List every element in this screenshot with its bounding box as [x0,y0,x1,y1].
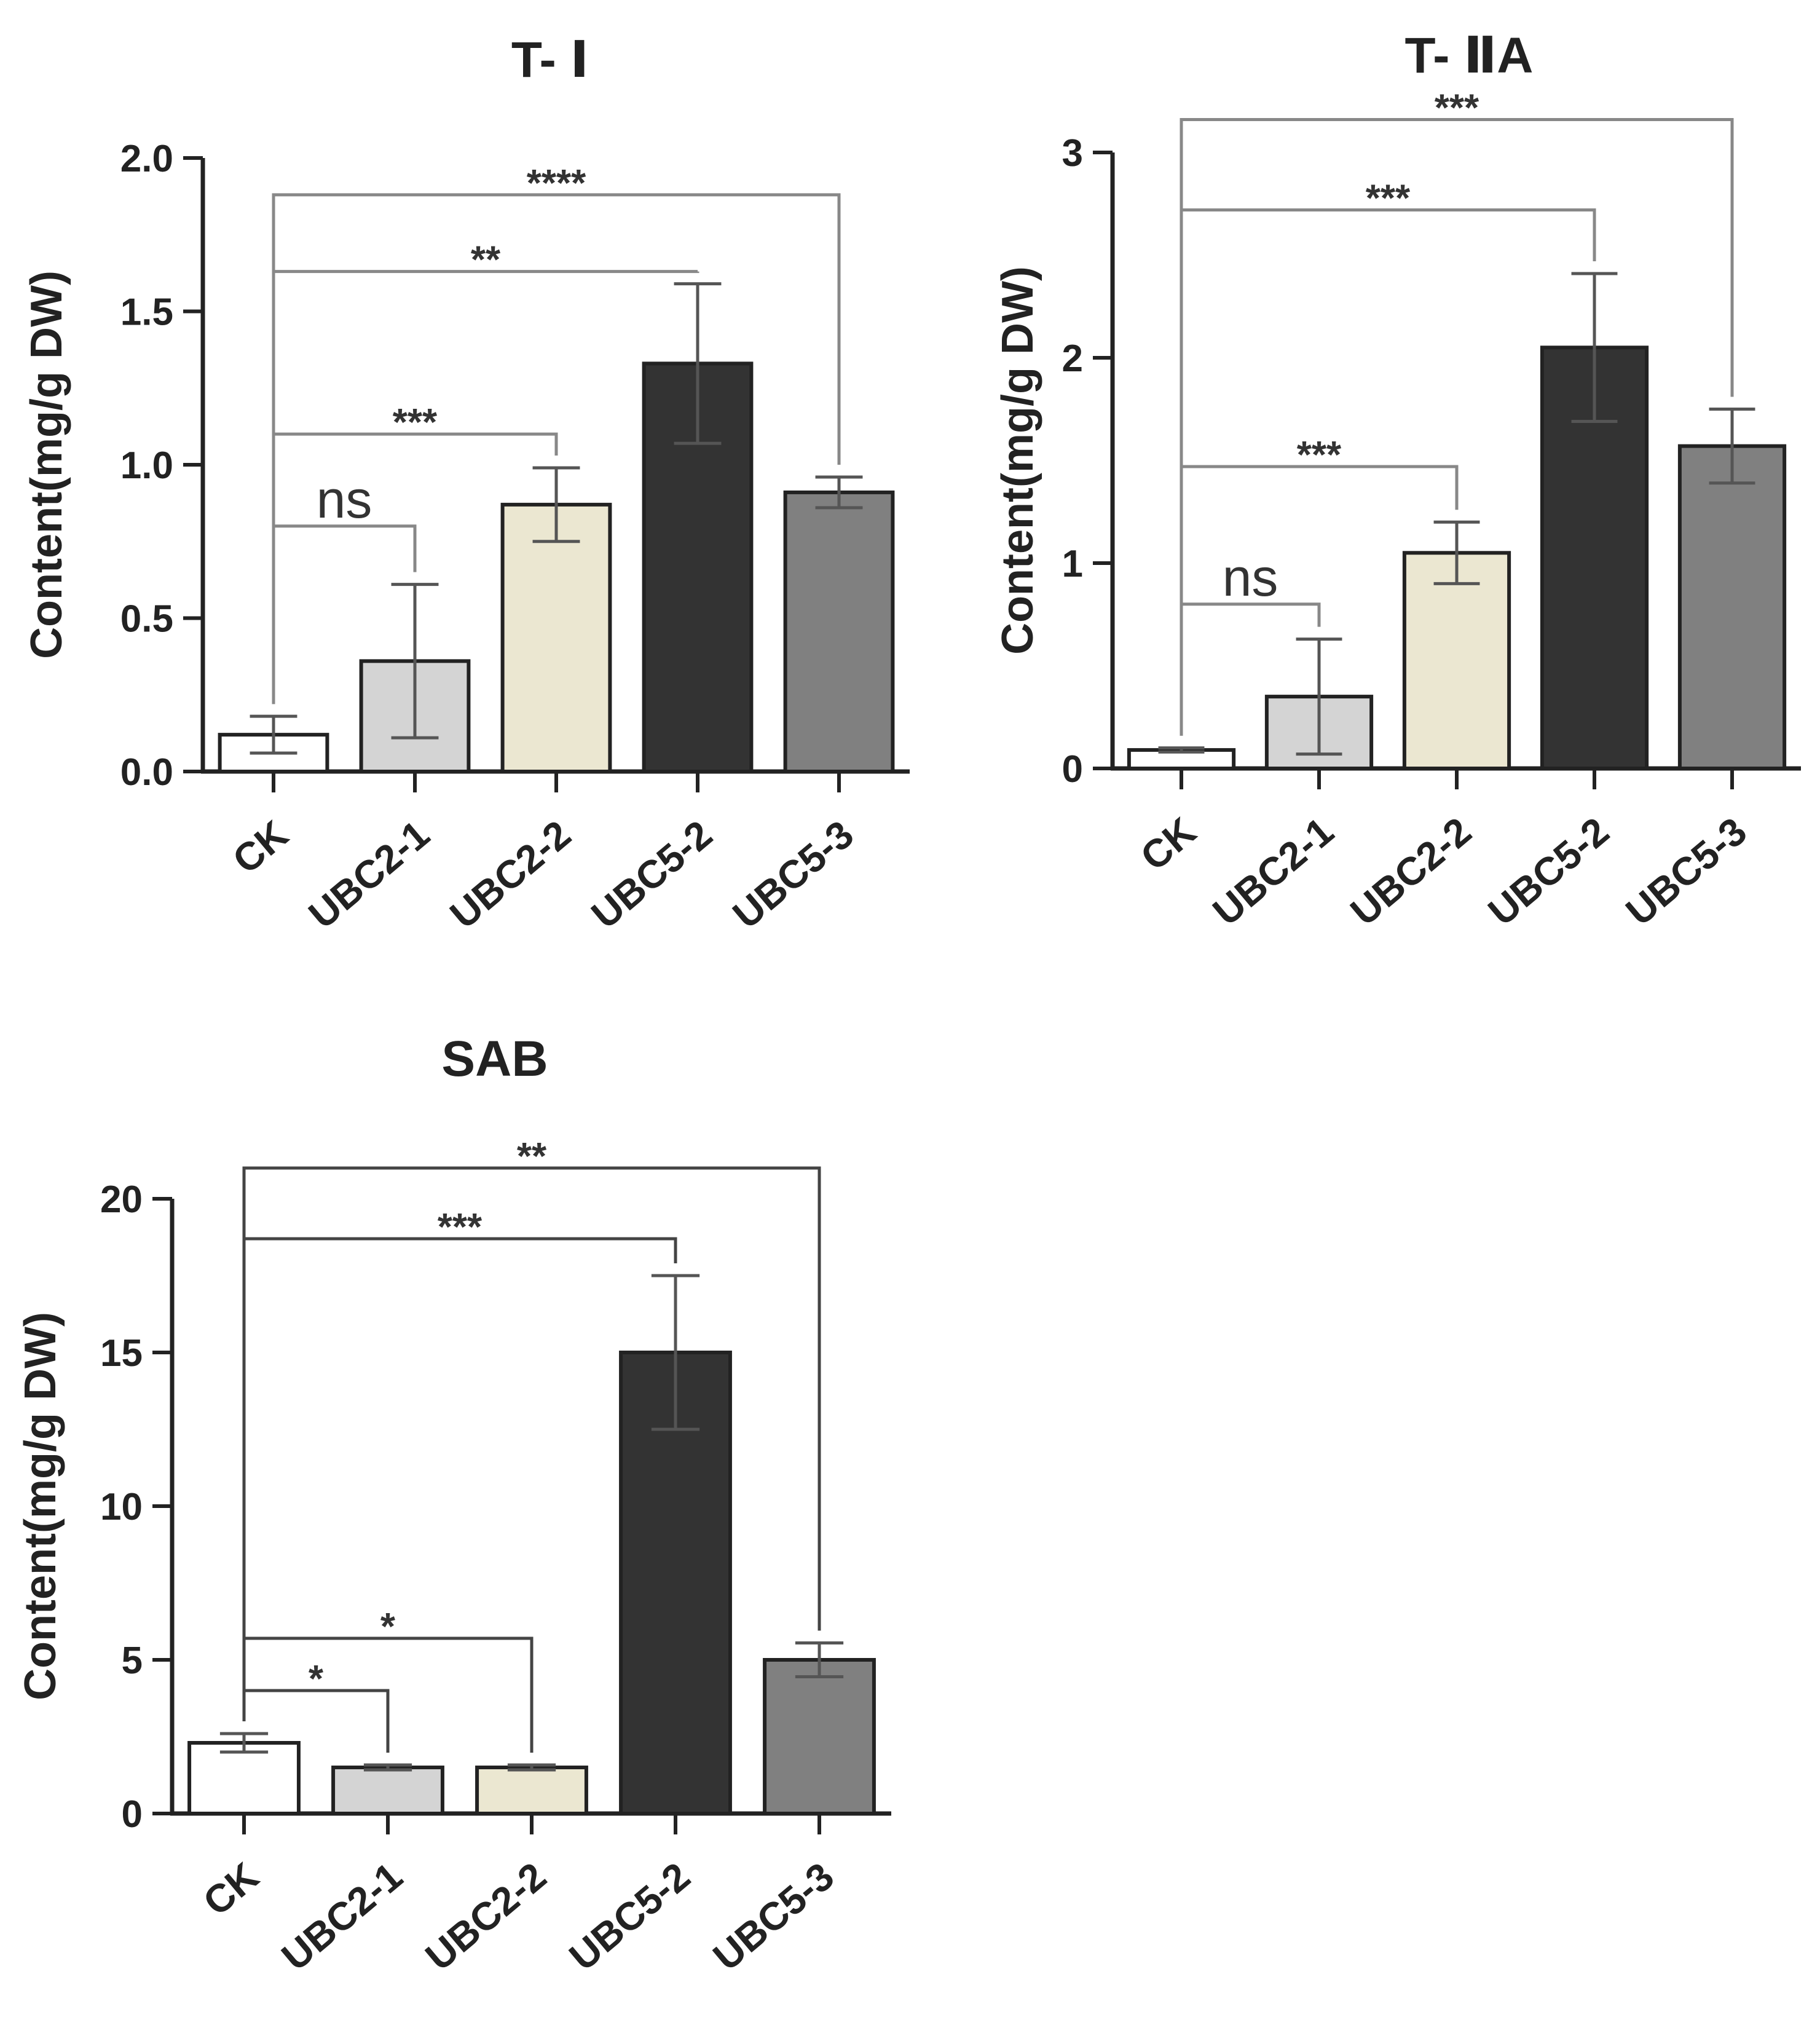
significance-label: ns [317,470,372,529]
x-tick-label-UBC5-3: UBC5-3 [705,1854,842,1980]
bar-UBC5-3 [783,490,895,773]
y-tick-label: 1.0 [120,444,173,487]
y-tick-label: 0 [1062,748,1083,791]
significance-bracket [242,1237,677,1721]
significance-label: * [309,1658,324,1700]
x-tick-label-UBC5-2: UBC5-2 [583,812,720,938]
chart-title: SAB [441,1031,548,1087]
bar-UBC2-2 [1402,551,1511,770]
y-tick-label: 2 [1062,338,1083,380]
x-tick-label-UBC2-2: UBC2-2 [417,1854,554,1980]
significance-bracket [272,193,841,705]
bar-UBC2-1 [331,1766,444,1815]
x-tick-label-CK: CK [224,812,296,883]
significance-label: *** [393,401,438,444]
bar-UBC5-3 [1677,444,1787,770]
x-tick-label-UBC5-3: UBC5-3 [725,812,862,938]
y-tick-label: 0.0 [120,751,173,794]
significance-label: *** [1366,178,1411,220]
x-tick-label-UBC2-1: UBC2-1 [301,812,438,938]
x-tick-label-CK: CK [1132,809,1204,880]
chart-title: T- Ⅰ [511,32,589,88]
significance-label: *** [1435,87,1479,130]
y-tick-label: 15 [100,1332,143,1375]
x-tick-label-UBC2-2: UBC2-2 [442,812,579,938]
significance-label: *** [438,1206,483,1249]
x-tick-label-CK: CK [195,1854,267,1925]
y-axis-label: Content(mg/g DW) [22,270,71,659]
y-tick-label: 10 [100,1486,143,1528]
significance-bracket [242,1166,821,1721]
bar-CK [187,1741,301,1815]
chart-title: T- ⅡA [1405,28,1534,84]
y-tick-label: 3 [1062,132,1083,175]
x-tick-label-UBC2-1: UBC2-1 [274,1854,411,1980]
significance-label: ** [471,239,501,282]
x-tick-label-UBC5-2: UBC5-2 [561,1854,698,1980]
significance-label: ** [517,1135,547,1178]
y-tick-label: 1.5 [120,291,173,334]
bar-UBC5-3 [763,1658,876,1815]
x-tick-label-UBC5-2: UBC5-2 [1480,809,1617,934]
y-tick-label: 5 [122,1640,143,1682]
significance-label: ns [1223,548,1278,607]
y-tick-label: 0.5 [120,598,173,641]
chart-sab: SAB Content(mg/g DW) 0 5 10 15 20 CK UBC2-1 UBC2-… [16,1031,891,1979]
y-tick-label: 0 [122,1793,143,1836]
bar-UBC2-2 [475,1766,588,1815]
y-axis-label: Content(mg/g DW) [993,266,1042,655]
x-tick-label-UBC2-2: UBC2-2 [1342,809,1479,934]
bar-UBC2-2 [500,502,612,773]
y-tick-label: 2.0 [120,138,173,180]
y-tick-label: 20 [100,1178,143,1221]
significance-label: **** [527,162,586,205]
significance-label: *** [1297,434,1342,476]
significance-label: * [380,1606,396,1648]
x-tick-label-UBC5-3: UBC5-3 [1618,809,1755,934]
y-axis-label: Content(mg/g DW) [16,1312,65,1700]
significance-bracket [1180,208,1596,736]
x-tick-label-UBC2-1: UBC2-1 [1205,809,1342,934]
significance-bracket [1180,118,1734,736]
y-tick-label: 1 [1062,543,1083,585]
